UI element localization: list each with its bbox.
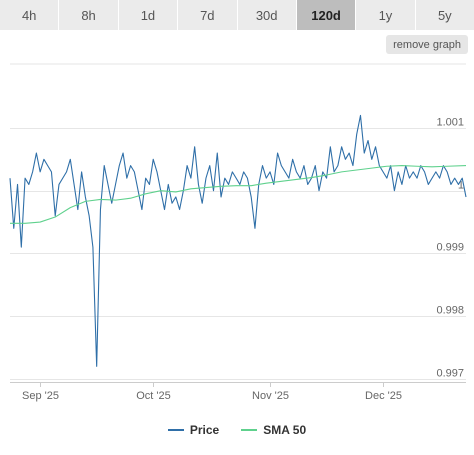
x-tick-label: Oct '25: [136, 390, 171, 402]
series-lines: [9, 114, 467, 367]
x-tick-label: Sep '25: [22, 390, 59, 402]
x-tick-label: Dec '25: [365, 390, 402, 402]
sma-50-series-line: [10, 165, 467, 224]
range-tab-8h[interactable]: 8h: [59, 0, 119, 30]
range-tab-7d[interactable]: 7d: [178, 0, 238, 30]
legend-item-sma[interactable]: SMA 50: [241, 423, 306, 437]
y-tick-label: 1: [458, 180, 464, 192]
legend-label-sma: SMA 50: [263, 423, 307, 437]
price-series-line: [9, 114, 467, 367]
legend-label-price: Price: [189, 423, 220, 437]
price-chart: 0.997 0.998 0.999 1 1.001 Sep '25 Oct '25 Nov …: [9, 63, 467, 402]
y-axis-ticks: 0.997 0.998 0.999 1 1.001: [436, 117, 464, 380]
chart-legend: Price SMA 50: [0, 420, 474, 440]
range-tab-4h[interactable]: 4h: [0, 0, 60, 30]
range-tab-1y[interactable]: 1y: [356, 0, 416, 30]
legend-swatch-sma: [241, 429, 258, 431]
range-tab-120d[interactable]: 120d: [296, 0, 357, 30]
legend-item-price[interactable]: Price: [167, 423, 220, 437]
remove-graph-button[interactable]: remove graph: [386, 35, 468, 54]
y-tick-label: 0.998: [436, 305, 464, 317]
legend-swatch-price: [167, 429, 184, 431]
y-tick-label: 1.001: [436, 117, 464, 129]
range-tab-1d[interactable]: 1d: [119, 0, 179, 30]
y-tick-label: 0.997: [436, 368, 464, 380]
range-tab-5y[interactable]: 5y: [437, 7, 452, 23]
grid-lines: [10, 63, 466, 383]
time-range-selector: 4h 8h 1d 7d 30d 120d 1y 5y: [0, 0, 474, 30]
x-axis-ticks: Sep '25 Oct '25 Nov '25 Dec '25: [22, 382, 402, 402]
range-tab-30d[interactable]: 30d: [238, 0, 297, 30]
y-tick-label: 0.999: [436, 242, 464, 254]
x-tick-label: Nov '25: [252, 390, 289, 402]
